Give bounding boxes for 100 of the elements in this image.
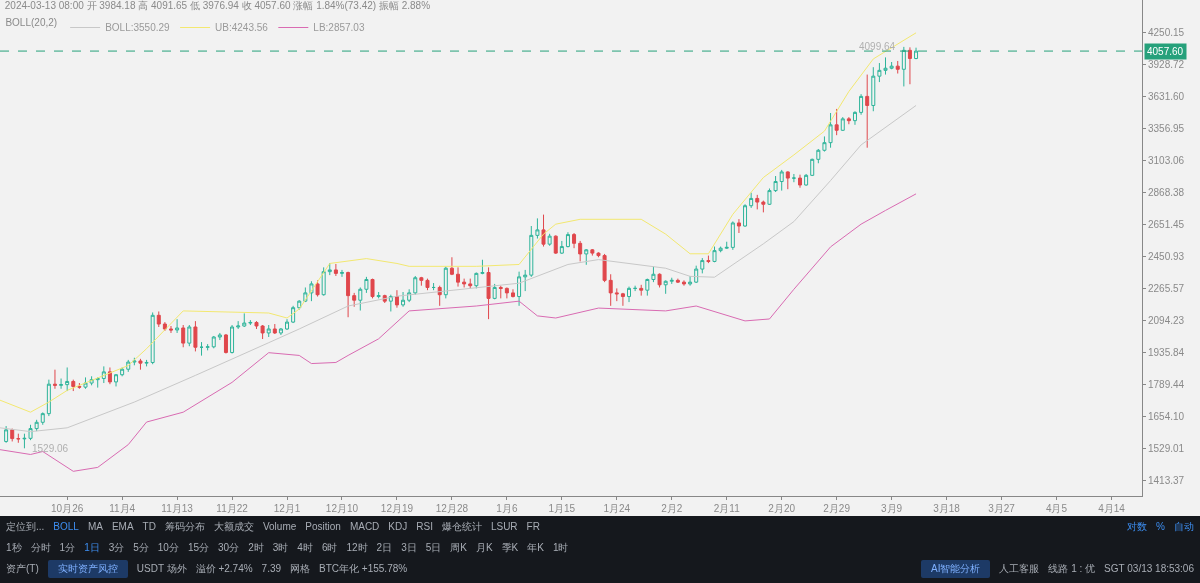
text: 15分 xyxy=(187,540,210,555)
candlestick xyxy=(907,46,912,85)
line-series xyxy=(0,104,917,433)
y-tick-label: 1654.10 xyxy=(1148,410,1185,422)
text: 分时 xyxy=(30,540,51,555)
candlestick xyxy=(272,323,277,335)
candlestick xyxy=(77,382,82,390)
y-tick-label: 3928.72 xyxy=(1148,58,1185,70)
candlestick xyxy=(376,291,381,299)
candlestick xyxy=(346,271,351,318)
candlestick xyxy=(688,275,693,287)
candlestick xyxy=(364,276,369,294)
text: 30分 xyxy=(218,540,240,555)
text: LSUR xyxy=(490,521,518,532)
candlestick xyxy=(242,312,247,327)
x-tick-label: 1月6 xyxy=(496,503,518,514)
candlestick xyxy=(462,278,467,288)
candlestick xyxy=(278,327,283,336)
text: 大额成交 xyxy=(213,519,254,534)
candlestick xyxy=(553,234,558,255)
y-tick-label: 1935.84 xyxy=(1148,346,1185,358)
text: MA xyxy=(87,521,103,532)
candlestick xyxy=(95,376,100,389)
x-tick-label: 12月19 xyxy=(380,503,414,514)
candlestick xyxy=(236,320,241,330)
candlestick xyxy=(608,273,613,307)
candlestick xyxy=(541,214,546,248)
candlestick xyxy=(223,333,228,355)
x-tick-label: 3月27 xyxy=(988,503,1016,514)
text: FR xyxy=(526,521,540,532)
candlestick xyxy=(370,278,375,299)
text: AI智能分析 xyxy=(920,559,991,578)
candlestick xyxy=(559,240,564,255)
candlestick xyxy=(657,272,662,288)
candlestick xyxy=(107,366,112,385)
candlestick xyxy=(535,217,540,240)
candlestick xyxy=(333,263,338,277)
candlestick xyxy=(138,358,143,371)
candlestick xyxy=(175,318,180,334)
x-tick-label: 1月24 xyxy=(603,503,631,514)
candlestick xyxy=(852,110,857,126)
candlestick xyxy=(669,277,674,285)
x-tick-label: 12月1 xyxy=(273,503,301,514)
candlestick xyxy=(205,343,210,351)
candlestick xyxy=(468,278,473,289)
candlestick xyxy=(810,158,815,177)
candlestick xyxy=(620,293,625,307)
candlestick xyxy=(52,369,57,390)
candlestick xyxy=(816,148,821,164)
text: 网格 xyxy=(290,561,311,576)
text: Volume xyxy=(262,521,297,532)
candlestick xyxy=(199,341,204,357)
candlestick xyxy=(449,256,454,276)
candlestick xyxy=(627,286,632,303)
candlestick xyxy=(443,266,448,299)
text: 1分 xyxy=(59,540,76,555)
x-tick-label: 2月29 xyxy=(823,503,851,514)
text: 1日 xyxy=(84,540,100,555)
candlestick xyxy=(65,366,70,392)
text: 自动 xyxy=(1174,519,1194,534)
x-tick-label: 2月2 xyxy=(661,503,683,514)
text: 线路 1 : 优 xyxy=(1048,561,1096,576)
candlestick xyxy=(358,286,363,312)
candlestick xyxy=(114,373,119,387)
candlestick xyxy=(859,93,864,116)
line-series xyxy=(0,32,917,413)
x-tick-label: 11月13 xyxy=(161,503,194,514)
candlestick xyxy=(675,278,680,284)
candlestick xyxy=(798,174,803,189)
line-series xyxy=(0,193,917,472)
chart-title: 2024-03-13 08:00 开 3984.18 高 4091.65 低 3976.94 收 4057.60 涨幅 1.84%(73.42) 振幅 2.88% xyxy=(4,0,431,11)
candlestick xyxy=(504,286,509,299)
candlestick xyxy=(339,269,344,278)
x-tick-label: 1月15 xyxy=(548,503,576,514)
candlestick xyxy=(865,74,870,149)
x-tick-label: 3月9 xyxy=(881,503,903,514)
x-tick-label: 2月11 xyxy=(713,503,741,514)
candlestick xyxy=(510,288,515,298)
text: 定位到... xyxy=(6,519,45,534)
y-tick-label: 1413.37 xyxy=(1148,474,1185,486)
y-tick-label: 3103.06 xyxy=(1148,154,1185,166)
y-tick-label: 2450.93 xyxy=(1148,250,1185,262)
candlestick xyxy=(413,275,418,296)
y-tick-label: 1789.44 xyxy=(1148,378,1185,390)
text: 2日 xyxy=(376,540,393,555)
candlestick xyxy=(10,428,15,442)
text: % xyxy=(1156,521,1165,532)
candlestick xyxy=(681,279,686,287)
text: USDT 场外 xyxy=(136,561,187,576)
candlestick xyxy=(437,285,442,307)
candlestick xyxy=(480,259,485,275)
text: 爆仓统计 xyxy=(441,519,482,534)
candlestick xyxy=(181,324,186,348)
candlestick xyxy=(169,325,173,334)
candlestick xyxy=(394,289,399,309)
text: 7.39 xyxy=(261,563,282,574)
text: 6时 xyxy=(321,540,338,555)
text: 5日 xyxy=(425,540,442,555)
x-tick-label: 11月4 xyxy=(109,503,136,514)
legend-label: BOLL:3550.29 xyxy=(105,22,171,34)
